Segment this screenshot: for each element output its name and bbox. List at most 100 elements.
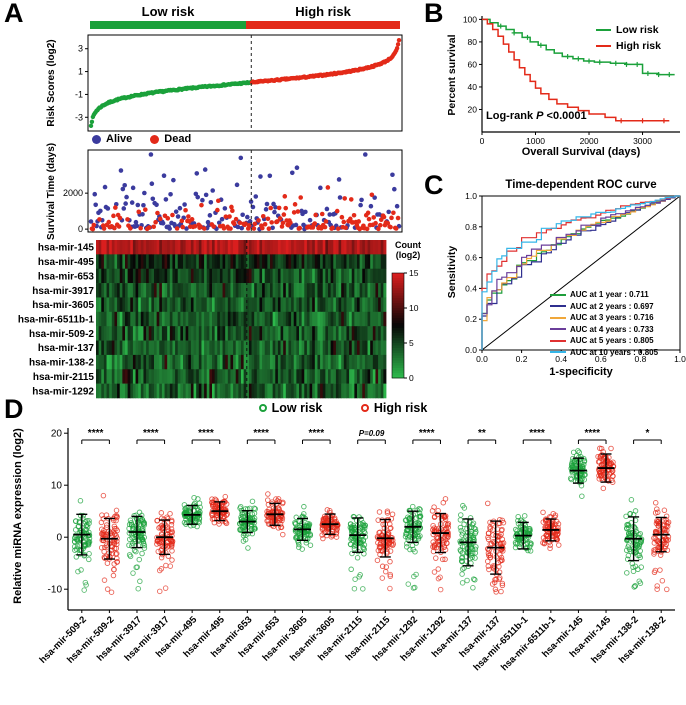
expression-high-risk-label: High risk — [373, 401, 428, 415]
significance-label: **** — [309, 428, 325, 439]
expression-axis-title: Relative miRNA expression (log2) — [12, 428, 24, 604]
high-risk-line-swatch — [596, 44, 611, 48]
risk-ytick-label: 3 — [78, 44, 83, 54]
low-risk-group-header: Low risk — [141, 4, 195, 19]
significance-label: P=0.09 — [359, 429, 385, 438]
significance-label: **** — [198, 428, 214, 439]
overall-survival-axis-title: Overall Survival (days) — [521, 146, 641, 158]
km-ytick-label: 20 — [468, 104, 478, 114]
significance-label: **** — [253, 428, 269, 439]
significance-label: **** — [143, 428, 159, 439]
alive-dot-icon — [92, 134, 101, 144]
heatmap-row-label: hsa-mir-1292 — [32, 386, 94, 397]
logrank-p-symbol: P — [536, 110, 544, 122]
roc-xtick-label: 0.0 — [476, 354, 488, 364]
heatmap-row-label: hsa-mir-3917 — [32, 286, 94, 297]
heatmap-row-label: hsa-mir-2115 — [33, 372, 95, 383]
km-xtick-label: 0 — [480, 136, 485, 146]
strip-ytick-label: 10 — [51, 481, 63, 492]
significance-label: **** — [584, 428, 600, 439]
one-minus-specificity-axis-title: 1-specificity — [549, 366, 613, 378]
roc-ytick-label: 0.6 — [465, 253, 477, 263]
roc-legend-label: AUC at 1 year : 0.711 — [570, 290, 649, 299]
expression-strip-plot: 20100-10hsa-mir-509-2hsa-mir-509-2****hs… — [37, 428, 675, 673]
panel-a-label: A — [4, 0, 24, 28]
strip-ytick-label: 0 — [56, 533, 62, 544]
roc-legend-entry: AUC at 4 years : 0.733 — [550, 325, 658, 334]
roc-line-swatch — [550, 305, 566, 307]
high-risk-group-header: High risk — [295, 4, 351, 19]
logrank-prefix: Log-rank — [486, 110, 537, 122]
roc-plot: 0.0 0.2 0.4 0.6 0.8 1.0 0.0 0.2 0.4 0.6 0.8 1.0 — [465, 191, 686, 364]
panel-b-label: B — [424, 0, 444, 28]
dead-legend-item: Dead — [150, 133, 191, 145]
roc-ytick-label: 0.4 — [465, 283, 477, 293]
logrank-annotation: Log-rank P <0.0001 — [486, 110, 587, 122]
roc-xtick-label: 0.2 — [516, 354, 528, 364]
km-xtick-label: 3000 — [633, 136, 652, 146]
roc-ytick-label: 0.8 — [465, 222, 477, 232]
significance-label: * — [645, 428, 649, 439]
risk-scores-axis-title: Risk Scores (log2) — [46, 39, 57, 127]
km-ytick-label: 100 — [463, 14, 477, 24]
roc-legend-entry: AUC at 5 years : 0.805 — [550, 336, 658, 345]
expression-low-risk-label: Low risk — [271, 401, 323, 415]
low-risk-line-swatch — [596, 28, 611, 32]
strip-category-label: hsa-mir-509-2 — [37, 614, 88, 665]
low-risk-circle-icon — [258, 404, 267, 412]
significance-label: **** — [529, 428, 545, 439]
roc-legend-entry: AUC at 10 years : 0.805 — [550, 348, 658, 357]
colorbar-tick-label: 15 — [409, 268, 419, 278]
colorbar-tick-label: 5 — [409, 338, 414, 348]
dead-label: Dead — [164, 133, 192, 145]
colorbar-title: Count (log2) — [395, 240, 421, 261]
km-ytick-label: 80 — [468, 37, 478, 47]
roc-line-swatch — [550, 328, 566, 330]
km-xtick-label: 2000 — [580, 136, 599, 146]
survival-ytick-label: 2000 — [63, 188, 83, 198]
roc-legend-entry: AUC at 2 years : 0.697 — [550, 302, 658, 311]
roc-line-swatch — [550, 293, 566, 296]
survival-ytick-label: 0 — [78, 224, 83, 234]
risk-ytick-label: -3 — [75, 112, 83, 122]
mirna-heatmap: hsa-mir-145 hsa-mir-495 hsa-mir-653 hsa-mir… — [18, 240, 419, 399]
roc-legend-label: AUC at 3 years : 0.716 — [570, 313, 654, 322]
expression-legend: Low risk High risk — [143, 399, 543, 417]
roc-xtick-label: 1.0 — [674, 354, 686, 364]
survival-time-scatter: 2000 0 — [63, 149, 403, 234]
significance-label: ** — [478, 428, 486, 439]
heatmap-row-label: hsa-mir-653 — [38, 271, 95, 282]
km-ytick-label: 60 — [468, 59, 478, 69]
heatmap-row-label: hsa-mir-3605 — [32, 300, 94, 311]
roc-xtick-label: 0.8 — [634, 354, 646, 364]
roc-ytick-label: 0.2 — [465, 314, 477, 324]
strip-ytick-label: -10 — [48, 585, 63, 596]
risk-scores-scatter: 3 1 -1 -3 — [75, 34, 403, 132]
roc-line-swatch — [550, 351, 566, 353]
roc-line-swatch — [550, 339, 566, 342]
km-legend-high-risk: High risk — [596, 40, 661, 52]
roc-title: Time-dependent ROC curve — [505, 179, 657, 191]
strip-ytick-label: 20 — [51, 429, 63, 440]
roc-legend-label: AUC at 5 years : 0.805 — [570, 336, 654, 345]
roc-xtick-label: 0.6 — [595, 354, 607, 364]
heatmap-row-label: hsa-mir-6511b-1 — [18, 315, 95, 326]
roc-xtick-label: 0.4 — [555, 354, 567, 364]
km-legend-low-risk: Low risk — [596, 24, 661, 36]
km-high-risk-label: High risk — [616, 40, 661, 52]
heatmap-row-label: hsa-mir-138-2 — [29, 358, 94, 369]
expression-legend-high: High risk — [360, 401, 428, 415]
heatmap-row-label: hsa-mir-495 — [38, 257, 95, 268]
logrank-value: <0.0001 — [543, 110, 587, 122]
panel-c-label: C — [424, 170, 444, 200]
risk-ytick-label: 1 — [78, 67, 83, 77]
roc-legend: AUC at 1 year : 0.711 AUC at 2 years : 0.… — [550, 290, 658, 359]
high-risk-circle-icon — [360, 404, 369, 412]
survival-time-axis-title: Survival Time (days) — [46, 142, 57, 240]
roc-ytick-label: 1.0 — [465, 191, 477, 201]
roc-legend-entry: AUC at 1 year : 0.711 — [550, 290, 658, 299]
roc-ytick-label: 0.0 — [465, 345, 477, 355]
low-risk-bar — [90, 21, 246, 29]
